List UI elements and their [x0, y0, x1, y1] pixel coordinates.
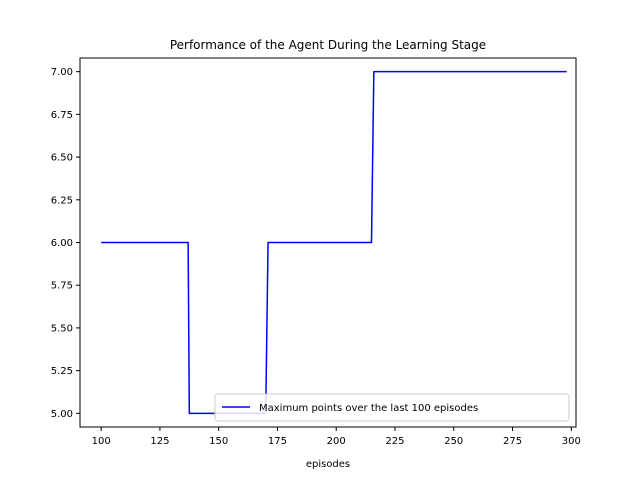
x-tick-label: 275 — [503, 436, 522, 447]
x-tick-label: 225 — [385, 436, 404, 447]
y-tick-label: 6.75 — [51, 110, 73, 121]
legend: Maximum points over the last 100 episode… — [214, 393, 570, 422]
axes-frame — [79, 57, 577, 428]
x-tick-label: 125 — [150, 436, 169, 447]
x-tick-label: 175 — [268, 436, 287, 447]
x-tick-label: 250 — [444, 436, 463, 447]
y-tick-label: 5.25 — [51, 366, 73, 377]
x-tick-label: 150 — [209, 436, 228, 447]
legend-box — [214, 393, 570, 422]
series-line — [101, 70, 567, 415]
x-tick-label: 200 — [327, 436, 346, 447]
y-tick-label: 7.00 — [51, 67, 73, 78]
x-axis: 100 125 150 175 200 225 250 275 300 — [92, 427, 581, 447]
y-tick-label: 6.25 — [51, 195, 73, 206]
legend-label: Maximum points over the last 100 episode… — [259, 403, 478, 414]
chart-title: Performance of the Agent During the Lear… — [170, 38, 486, 52]
y-tick-label: 5.75 — [51, 281, 73, 292]
y-tick-label: 6.50 — [51, 153, 73, 164]
y-tick-label: 5.00 — [51, 409, 73, 420]
y-tick-label: 6.00 — [51, 238, 73, 249]
x-tick-label: 300 — [562, 436, 581, 447]
series-layer — [101, 70, 567, 415]
x-axis-label: episodes — [306, 459, 350, 470]
y-tick-label: 5.50 — [51, 323, 73, 334]
y-axis: 5.00 5.25 5.50 5.75 6.00 6.25 6.50 6.75 7.00 — [51, 67, 80, 420]
x-tick-label: 100 — [92, 436, 111, 447]
